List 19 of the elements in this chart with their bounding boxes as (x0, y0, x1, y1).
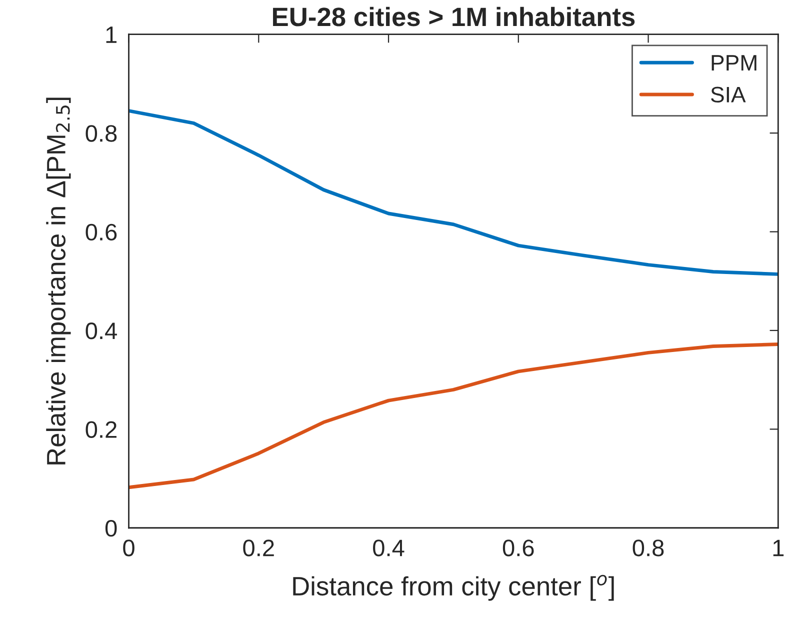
y-tick-label: 0.4 (86, 322, 117, 340)
y-axis-title: Relative importance in Δ[PM$_{2.5}$] (46, 98, 71, 464)
y-tick-label: 0.8 (86, 125, 117, 142)
x-tick-label: 0.6 (502, 540, 534, 556)
y-tick-label: 0.2 (86, 421, 116, 438)
y-tick-label: 1 (106, 26, 117, 43)
x-tick-label: 0.4 (373, 540, 404, 556)
y-tick-label: 0.6 (86, 224, 117, 241)
x-tick-label: 1 (773, 540, 784, 556)
x-tick-label: 0 (123, 540, 134, 556)
line-series (128, 109, 778, 276)
chart-title: EU-28 cities > 1M inhabitants (273, 6, 635, 26)
x-tick-label: 0.2 (243, 540, 274, 556)
line-series (128, 342, 778, 490)
x-axis-title: Distance from city center [$^{o}$] (293, 574, 614, 601)
legend-label: SIA (711, 86, 746, 102)
x-tick-label: 0.8 (632, 540, 664, 556)
y-tick-label: 0 (105, 520, 117, 537)
legend-label: PPM (712, 55, 756, 70)
